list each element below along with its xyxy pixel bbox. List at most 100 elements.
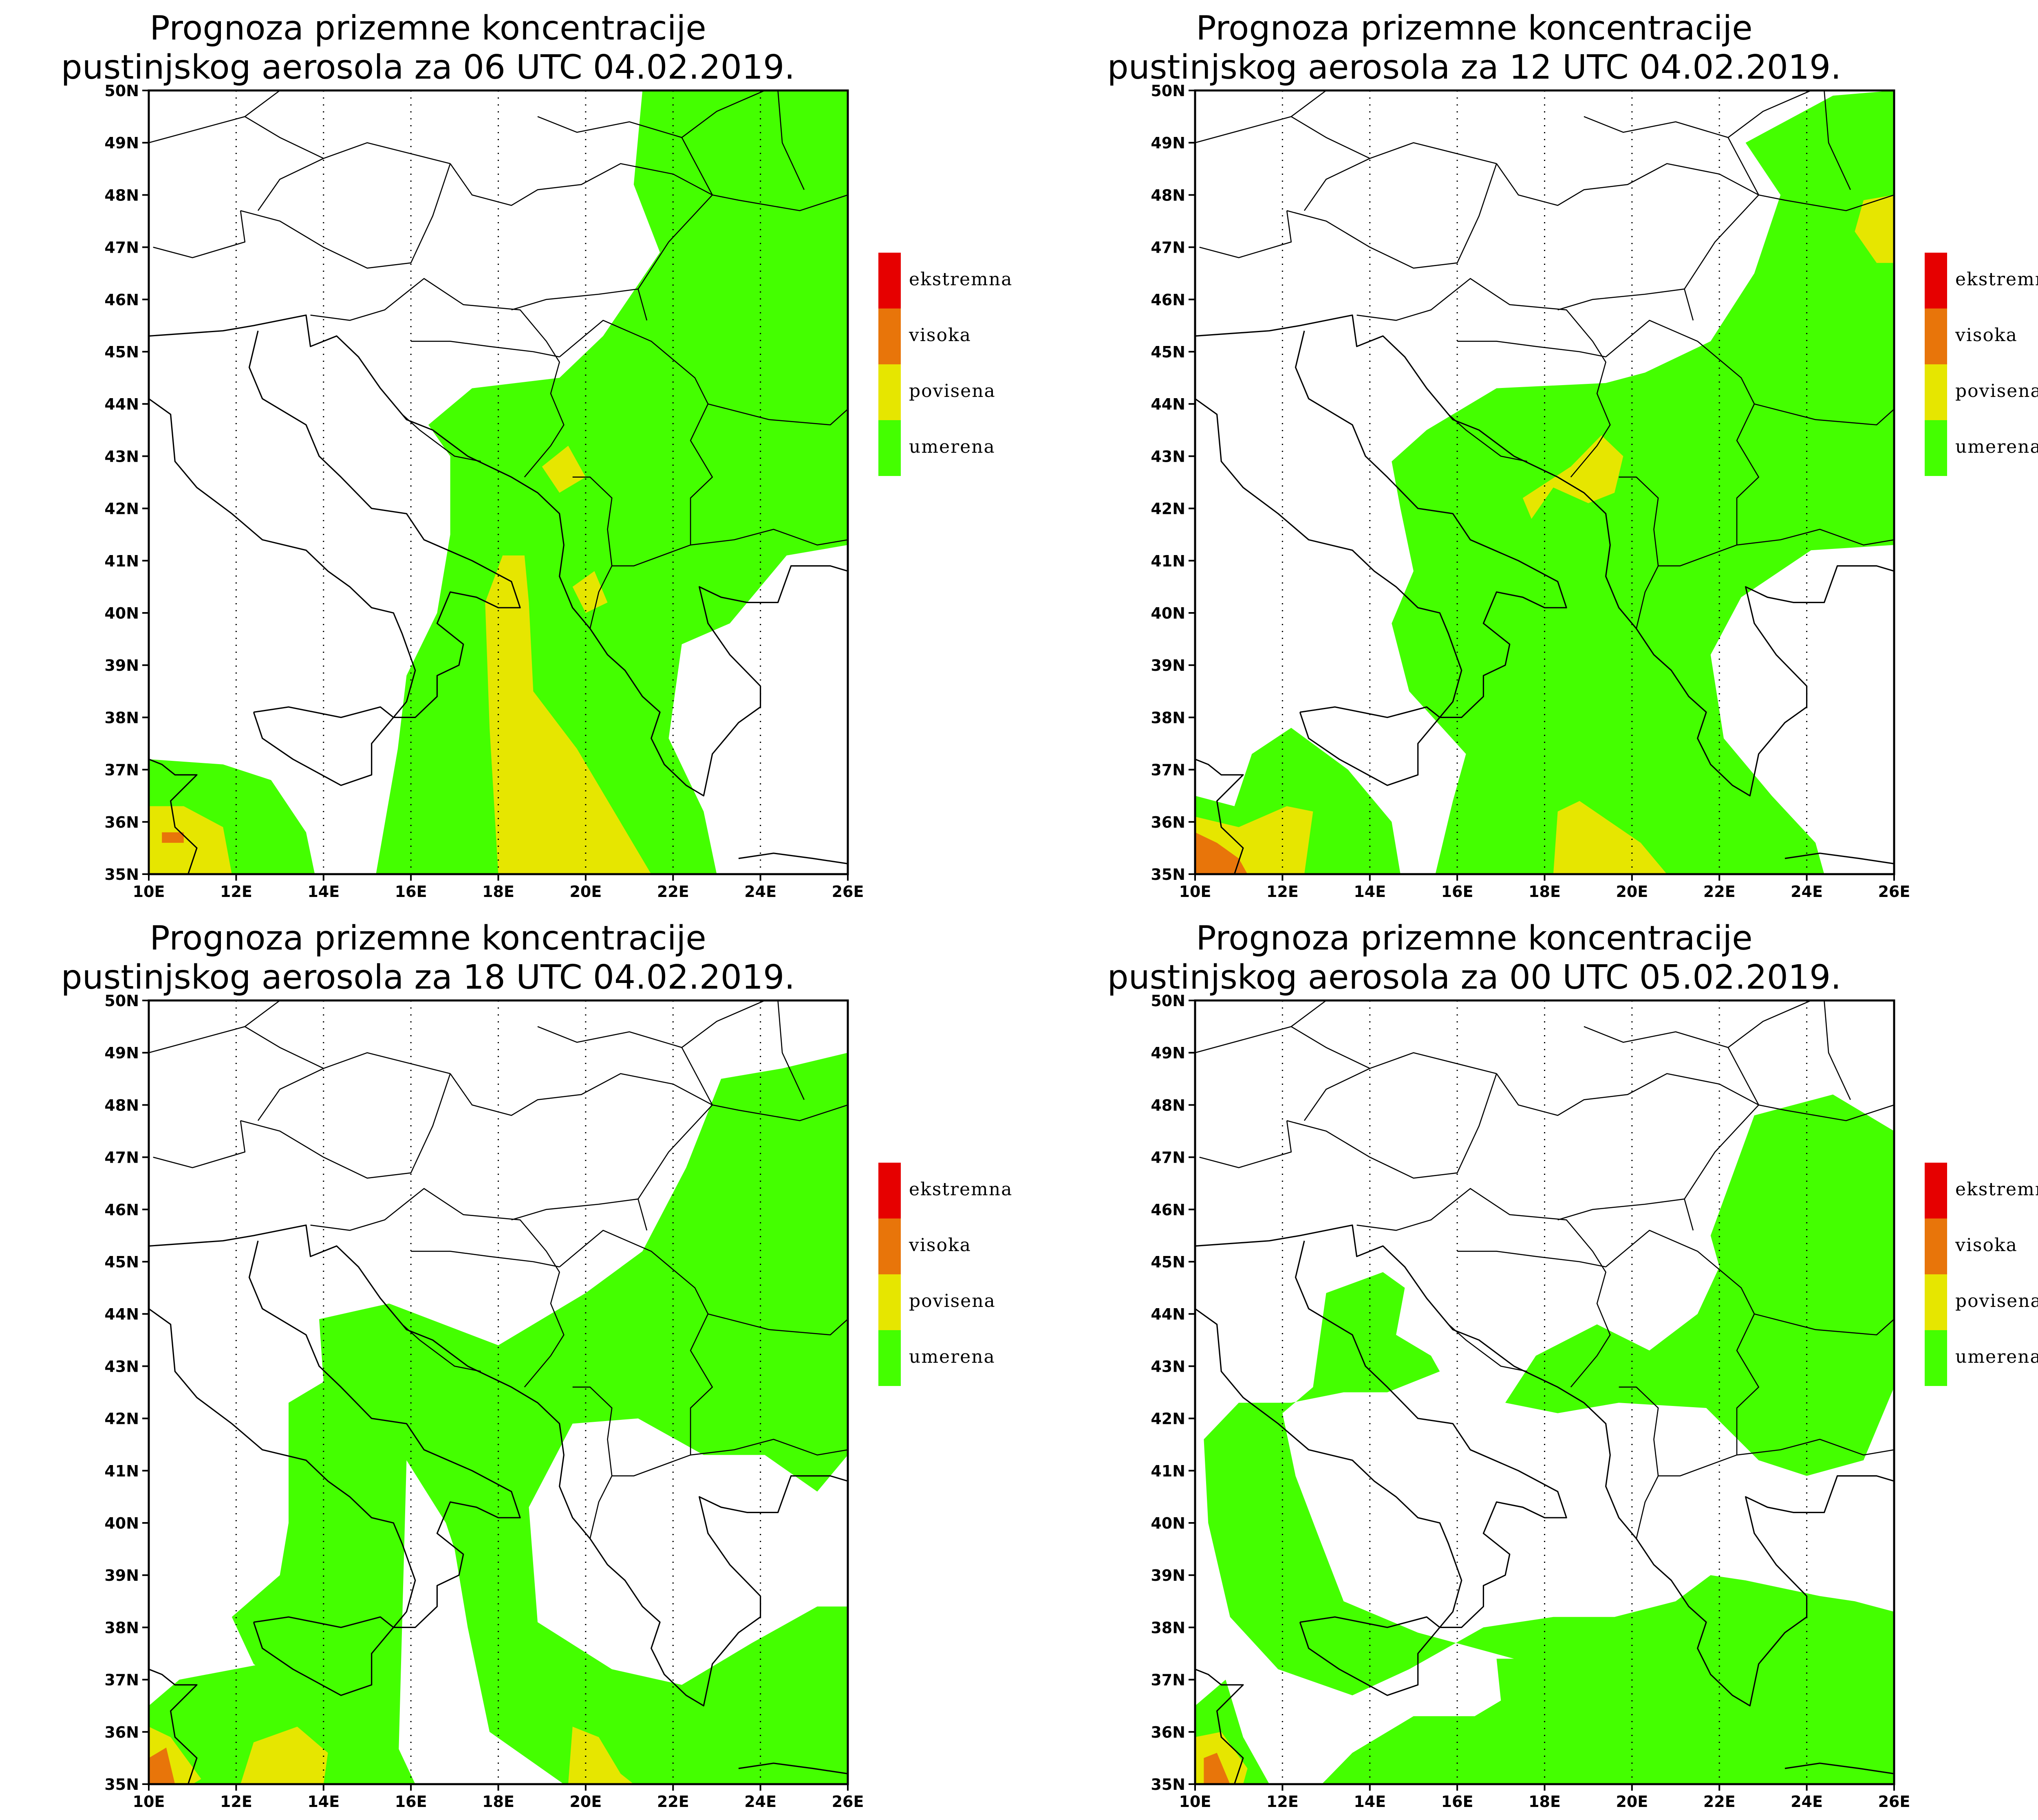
legend-swatch-povisena (878, 1274, 901, 1330)
lat-tick-label: 47N (1151, 1149, 1185, 1167)
lat-tick-label: 50N (104, 992, 139, 1010)
map-content (149, 1000, 848, 1784)
lon-tick-label: 20E (569, 1793, 602, 1811)
lon-tick-label: 18E (1528, 1793, 1561, 1811)
panel-title: Prognoza prizemne koncentracije pustinjsk… (0, 919, 856, 997)
legend-swatch-umerena (1925, 1330, 1947, 1386)
country-border (690, 1439, 848, 1456)
aerosol-map: 35N 36N 37N 38N 39N 40N 41N 42N 43N 44N 45N 46N 47N 4… (104, 82, 864, 901)
lon-tick-label: 12E (1266, 1793, 1299, 1811)
country-border (450, 163, 848, 212)
map-content (1195, 90, 1894, 874)
country-border (1557, 194, 1759, 311)
coastline (1299, 706, 1440, 786)
coastline (149, 331, 521, 718)
country-border (1195, 1000, 1327, 1053)
legend-label-ekstremna: ekstremna (1955, 1179, 2038, 1200)
map-content (1195, 1000, 1894, 1784)
lat-tick-label: 38N (104, 709, 139, 727)
legend-label-visoka: visoka (909, 1235, 971, 1256)
lon-tick-label: 18E (482, 883, 514, 901)
panel-title-line1: Prognoza prizemne koncentracije (150, 919, 706, 958)
coastline (1195, 1224, 1894, 1707)
lon-tick-label: 16E (395, 883, 427, 901)
region-umerena (232, 1053, 848, 1784)
lon-tick-label: 12E (1266, 883, 1299, 901)
country-border (1684, 1199, 1694, 1231)
legend-swatch-ekstremna (878, 253, 901, 308)
lon-tick-label: 24E (744, 883, 776, 901)
lon-tick-label: 24E (744, 1793, 776, 1811)
country-border (1754, 1313, 1894, 1335)
country-border (411, 1251, 560, 1268)
lon-tick-label: 24E (1791, 883, 1823, 901)
lon-tick-label: 26E (1878, 883, 1910, 901)
legend-swatch-visoka (1925, 1218, 1947, 1274)
region-povisena (1855, 195, 1894, 263)
panel-title-line1: Prognoza prizemne koncentracije (1196, 9, 1753, 48)
lat-tick-label: 44N (104, 1305, 139, 1323)
legend-swatch-povisena (1925, 364, 1947, 420)
coastline (1195, 314, 1894, 797)
country-border (245, 1026, 450, 1074)
region-visoka (162, 832, 184, 843)
country-border (153, 1120, 246, 1168)
lat-tick-label: 48N (1151, 1096, 1185, 1114)
lat-tick-label: 39N (1151, 657, 1185, 674)
lon-tick-label: 20E (569, 883, 602, 901)
legend-label-povisena: povisena (1955, 381, 2038, 401)
country-border (1557, 1104, 1759, 1221)
lat-tick-label: 47N (104, 239, 139, 257)
forecast-panel-p06: Prognoza prizemne koncentracije pustinjsk… (0, 0, 1046, 910)
country-border (1605, 1229, 1759, 1476)
lon-tick-label: 12E (220, 1793, 252, 1811)
country-border (511, 1104, 713, 1221)
panel-title-line1: Prognoza prizemne koncentracije (150, 9, 706, 48)
lat-tick-label: 41N (104, 552, 139, 570)
legend-label-ekstremna: ekstremna (1955, 269, 2038, 290)
lon-tick-label: 10E (1179, 883, 1211, 901)
country-border (1754, 403, 1894, 425)
region-povisena (568, 1727, 634, 1784)
country-border (1636, 1476, 1659, 1539)
lat-tick-label: 43N (104, 1357, 139, 1375)
panel-title-line2: pustinjskog aerosola za 18 UTC 04.02.201… (61, 958, 795, 997)
legend-swatch-umerena (878, 1330, 901, 1386)
country-border (1291, 116, 1497, 164)
aerosol-map: 35N 36N 37N 38N 39N 40N 41N 42N 43N 44N 45N 46N 47N 4… (1151, 992, 1910, 1811)
coastline (149, 314, 848, 797)
legend-swatch-povisena (1925, 1274, 1947, 1330)
legend-swatch-visoka (878, 1218, 901, 1274)
country-border (1448, 1324, 1527, 1372)
lat-tick-label: 42N (104, 1410, 139, 1428)
country-border (1304, 158, 1370, 211)
region-povisena (542, 445, 586, 493)
country-border (1727, 90, 1811, 138)
legend-label-ekstremna: ekstremna (909, 1179, 1013, 1200)
lat-tick-label: 36N (1151, 1723, 1185, 1741)
legend-swatch-povisena (878, 364, 901, 420)
lat-tick-label: 45N (104, 1253, 139, 1271)
legend-swatch-visoka (1925, 308, 1947, 364)
coastline (1195, 331, 1567, 718)
legend-label-umerena: umerena (1955, 1346, 2038, 1367)
lon-tick-label: 16E (1441, 883, 1473, 901)
country-border (1496, 163, 1894, 212)
country-border (1584, 116, 1759, 196)
region-umerena (376, 90, 848, 874)
country-border (1286, 1073, 1497, 1179)
lat-tick-label: 38N (1151, 1619, 1185, 1637)
region-umerena (149, 1664, 415, 1784)
coastline (738, 853, 848, 864)
country-border (310, 1188, 565, 1388)
lat-tick-label: 39N (104, 657, 139, 674)
lon-tick-label: 24E (1791, 1793, 1823, 1811)
country-border (401, 414, 481, 462)
legend-label-umerena: umerena (909, 436, 995, 457)
lat-tick-label: 41N (104, 1462, 139, 1480)
coastline (1784, 853, 1894, 864)
lat-tick-label: 36N (1151, 813, 1185, 831)
country-border (149, 90, 280, 143)
lon-tick-label: 26E (832, 883, 864, 901)
country-border (537, 116, 713, 196)
